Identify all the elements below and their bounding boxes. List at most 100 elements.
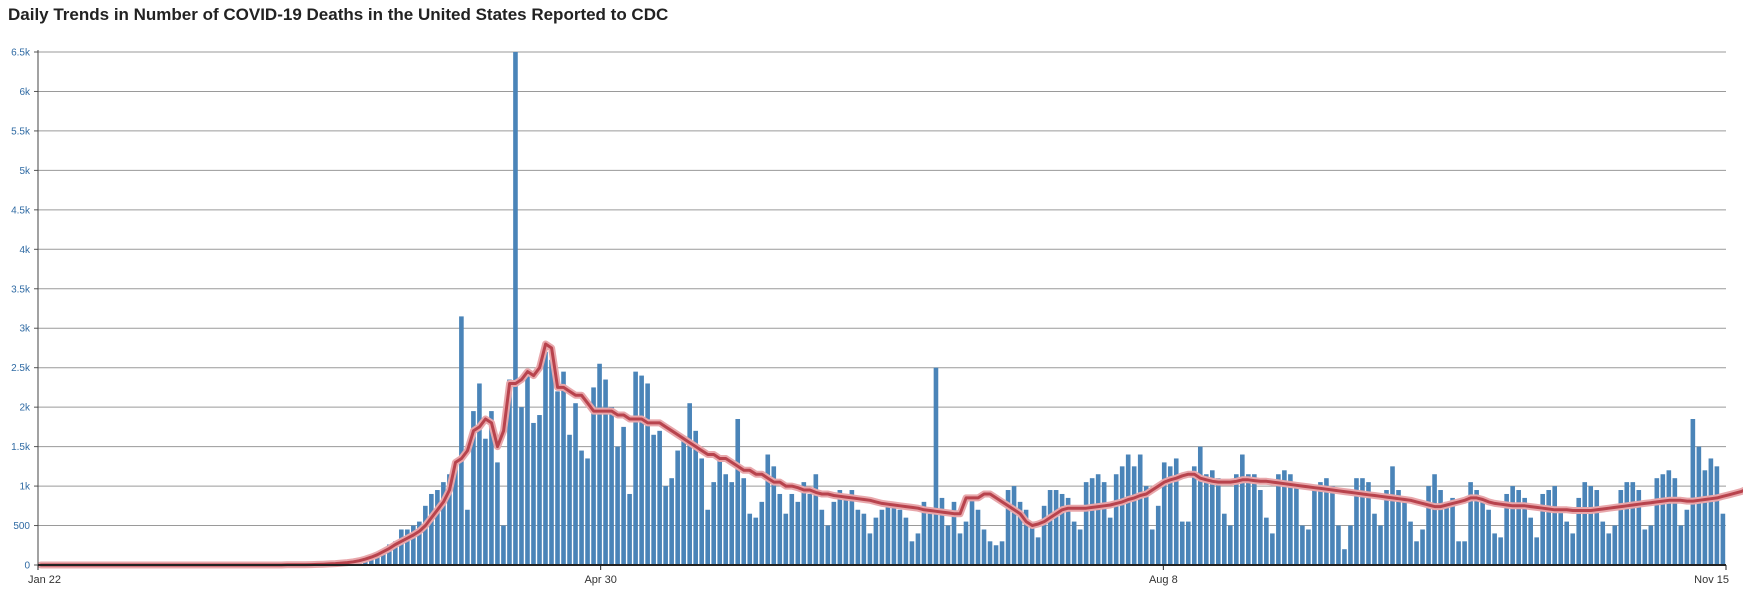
bar: [387, 544, 392, 565]
moving-average-series: [37, 340, 1743, 569]
bar: [1149, 529, 1155, 565]
y-tick-label: 2k: [19, 403, 31, 414]
bar: [1552, 486, 1558, 565]
bar: [639, 375, 644, 565]
bar: [879, 509, 885, 565]
bar: [777, 493, 783, 565]
bar: [1011, 486, 1017, 565]
y-tick-label: 6.5k: [11, 48, 31, 59]
bar: [1318, 482, 1323, 565]
bar: [1053, 490, 1059, 565]
bar: [1047, 490, 1053, 565]
bar: [417, 521, 422, 565]
bar: [1131, 466, 1137, 565]
y-tick-label: 1k: [19, 482, 31, 493]
bar: [837, 490, 843, 565]
bar: [723, 474, 729, 565]
bar: [1420, 529, 1425, 565]
bar: [561, 371, 566, 565]
bar: [1522, 497, 1527, 565]
bar: [747, 513, 753, 565]
bar: [1690, 418, 1696, 565]
bar: [1414, 541, 1419, 565]
bar: [753, 517, 759, 565]
bar: [1558, 509, 1564, 565]
bar: [921, 501, 927, 565]
bar: [885, 505, 891, 565]
bar: [1258, 490, 1263, 565]
bar: [771, 466, 777, 565]
bar: [1173, 458, 1179, 565]
bar: [1240, 454, 1245, 565]
bar: [573, 403, 578, 565]
bar: [1228, 525, 1233, 565]
bar: [579, 450, 584, 565]
bar: [1468, 482, 1473, 565]
bar: [411, 525, 416, 565]
bar: [1462, 541, 1467, 565]
bar: [1191, 466, 1197, 565]
bar: [999, 541, 1005, 565]
bar: [1720, 513, 1726, 565]
bar: [1306, 529, 1311, 565]
bar: [1612, 525, 1618, 565]
bar: [1029, 521, 1035, 565]
bar: [1654, 478, 1660, 565]
bar: [1624, 482, 1630, 565]
bar: [1564, 521, 1570, 565]
bar: [477, 383, 482, 565]
bar: [1372, 513, 1377, 565]
bar: [1300, 525, 1305, 565]
bar: [951, 501, 957, 565]
bar: [807, 493, 813, 565]
bar: [1594, 490, 1600, 565]
bar: [1101, 482, 1107, 565]
bar: [1077, 529, 1083, 565]
bar: [1600, 521, 1606, 565]
bar: [681, 438, 686, 565]
bar: [483, 438, 488, 565]
bar: [1444, 501, 1449, 565]
bar: [627, 493, 632, 565]
bar: [891, 505, 897, 565]
bar: [1161, 462, 1167, 565]
bar: [909, 541, 915, 565]
bar: [933, 367, 939, 565]
moving-average-line: [39, 342, 1743, 567]
bar: [633, 371, 638, 565]
bar: [1059, 493, 1065, 565]
bar: [1089, 478, 1095, 565]
bar: [1017, 501, 1023, 565]
bar: [1324, 478, 1329, 565]
bar: [1215, 478, 1221, 565]
bar: [1480, 497, 1485, 565]
y-tick-label: 5.5k: [11, 126, 31, 137]
bar: [1486, 509, 1491, 565]
bar: [1065, 497, 1071, 565]
bar: [1678, 525, 1684, 565]
bar: [795, 501, 801, 565]
bar: [621, 426, 626, 565]
bar: [1618, 490, 1624, 565]
bar: [555, 391, 560, 565]
bar: [1660, 474, 1666, 565]
bar: [1396, 490, 1401, 565]
bar: [1336, 525, 1341, 565]
y-tick-label: 6k: [19, 87, 31, 98]
bar: [513, 52, 518, 565]
bar: [615, 446, 620, 565]
bar: [1155, 505, 1161, 565]
x-tick-label: Apr 30: [584, 574, 616, 586]
bar: [1348, 525, 1353, 565]
bar: [471, 411, 476, 565]
bar: [1714, 466, 1720, 565]
bar: [597, 363, 602, 565]
bar: [1366, 482, 1371, 565]
bar: [657, 430, 662, 565]
bar: [915, 533, 921, 565]
bar: [1330, 486, 1335, 565]
bar: [957, 533, 963, 565]
bar: [495, 462, 500, 565]
bar: [1528, 517, 1533, 565]
